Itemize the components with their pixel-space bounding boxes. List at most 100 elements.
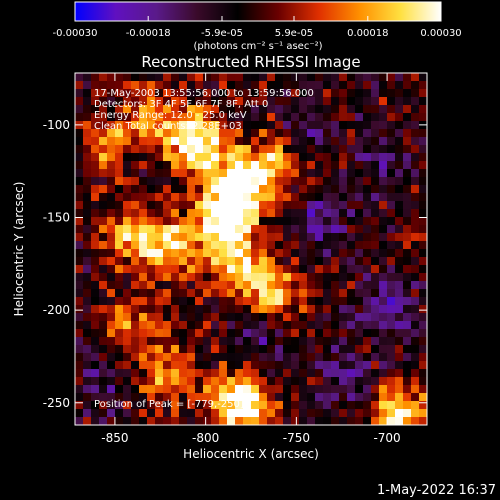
heatmap-cell: [403, 337, 412, 346]
heatmap-cell: [411, 393, 420, 402]
heatmap-cell: [115, 273, 124, 282]
heatmap-cell: [227, 97, 236, 106]
heatmap-cell: [275, 169, 284, 178]
heatmap-cell: [211, 145, 220, 154]
heatmap-cell: [195, 401, 204, 410]
heatmap-cell: [123, 281, 132, 290]
heatmap-cell: [339, 169, 348, 178]
heatmap-cell: [347, 217, 356, 226]
heatmap-cell: [371, 361, 380, 370]
heatmap-cell: [347, 305, 356, 314]
heatmap-cell: [83, 121, 92, 130]
heatmap-cell: [259, 241, 268, 250]
heatmap-cell: [315, 249, 324, 258]
heatmap-cell: [331, 241, 340, 250]
heatmap-cell: [323, 177, 332, 186]
heatmap-cell: [347, 297, 356, 306]
heatmap-cell: [219, 257, 228, 266]
heatmap-cell: [203, 337, 212, 346]
heatmap-cell: [99, 361, 108, 370]
heatmap-cell: [123, 401, 132, 410]
heatmap-cell: [147, 385, 156, 394]
heatmap-cell: [347, 193, 356, 202]
heatmap-cell: [171, 121, 180, 130]
heatmap-cell: [339, 257, 348, 266]
heatmap-cell: [83, 377, 92, 386]
heatmap-cell: [227, 353, 236, 362]
heatmap-cell: [275, 313, 284, 322]
heatmap-cell: [107, 89, 116, 98]
heatmap-cell: [243, 233, 252, 242]
heatmap-cell: [203, 265, 212, 274]
heatmap-cell: [259, 89, 268, 98]
heatmap-cell: [195, 409, 204, 418]
heatmap-cell: [91, 257, 100, 266]
heatmap-cell: [115, 185, 124, 194]
heatmap-cell: [107, 321, 116, 330]
heatmap-cell: [267, 121, 276, 130]
heatmap-cell: [91, 209, 100, 218]
heatmap-cell: [275, 337, 284, 346]
heatmap-cell: [267, 241, 276, 250]
heatmap-cell: [187, 81, 196, 90]
heatmap-cell: [219, 73, 228, 82]
heatmap-cell: [267, 185, 276, 194]
heatmap-cell: [227, 417, 236, 425]
heatmap-cell: [75, 225, 84, 234]
heatmap-cell: [219, 385, 228, 394]
heatmap-cell: [163, 185, 172, 194]
heatmap-cell: [195, 257, 204, 266]
heatmap-cell: [267, 409, 276, 418]
heatmap-cell: [187, 169, 196, 178]
heatmap-cell: [331, 161, 340, 170]
heatmap-cell: [251, 89, 260, 98]
heatmap-cell: [275, 73, 284, 82]
heatmap-cell: [219, 273, 228, 282]
heatmap-cell: [275, 193, 284, 202]
heatmap-cell: [219, 137, 228, 146]
heatmap-cell: [147, 345, 156, 354]
y-axis-label: Heliocentric Y (arcsec): [12, 182, 26, 317]
heatmap-cell: [211, 129, 220, 138]
heatmap-cell: [235, 377, 244, 386]
heatmap-cell: [299, 337, 308, 346]
heatmap-cell: [83, 161, 92, 170]
heatmap-cell: [291, 345, 300, 354]
heatmap-cell: [267, 313, 276, 322]
heatmap-cell: [243, 385, 252, 394]
heatmap-cell: [171, 201, 180, 210]
heatmap-cell: [403, 137, 412, 146]
heatmap-cell: [83, 345, 92, 354]
heatmap-cell: [307, 129, 316, 138]
heatmap-cell: [371, 305, 380, 314]
heatmap-cell: [259, 113, 268, 122]
heatmap-cell: [251, 369, 260, 378]
heatmap-cell: [299, 169, 308, 178]
heatmap-cell: [227, 89, 236, 98]
heatmap-cell: [187, 385, 196, 394]
heatmap-cell: [403, 329, 412, 338]
heatmap-cell: [395, 289, 404, 298]
heatmap-cell: [219, 297, 228, 306]
heatmap-cell: [83, 137, 92, 146]
heatmap-cell: [187, 313, 196, 322]
heatmap-cell: [363, 185, 372, 194]
heatmap-cell: [203, 313, 212, 322]
heatmap-cell: [347, 417, 356, 425]
heatmap-cell: [155, 97, 164, 106]
heatmap-cell: [123, 265, 132, 274]
heatmap-cell: [379, 81, 388, 90]
heatmap-cell: [203, 297, 212, 306]
heatmap-cell: [251, 113, 260, 122]
heatmap-cell: [315, 145, 324, 154]
heatmap-cell: [387, 353, 396, 362]
heatmap-cell: [163, 305, 172, 314]
heatmap-cell: [99, 393, 108, 402]
heatmap-cell: [155, 369, 164, 378]
heatmap-cell: [227, 297, 236, 306]
heatmap-cell: [259, 393, 268, 402]
heatmap-cell: [219, 129, 228, 138]
heatmap-cell: [347, 353, 356, 362]
heatmap-cell: [107, 73, 116, 82]
heatmap-cell: [115, 249, 124, 258]
